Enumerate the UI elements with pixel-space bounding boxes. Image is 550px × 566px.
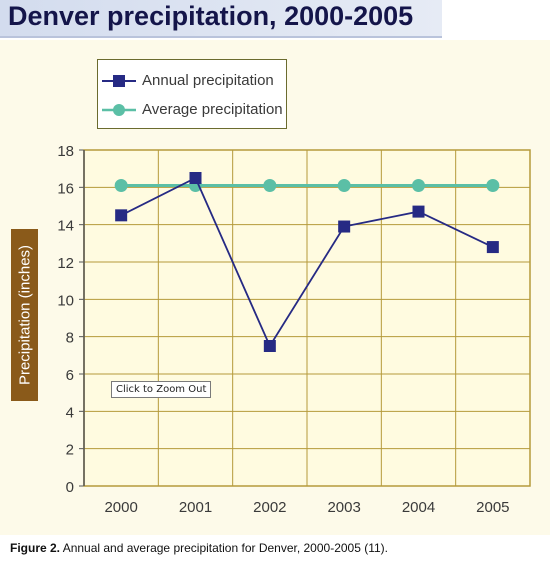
legend-label-average: Average precipitation: [142, 101, 283, 118]
data-point-annual: [338, 220, 351, 233]
caption-label: Figure 2.: [10, 541, 61, 555]
x-tick-label: 2000: [104, 499, 137, 516]
legend-item-annual: Annual precipitation: [98, 69, 286, 93]
title-bar: Denver precipitation, 2000-2005: [0, 0, 442, 38]
data-point-average: [114, 178, 128, 192]
x-tick-label: 2002: [253, 499, 286, 516]
circle-marker-icon: [102, 104, 136, 116]
figure-caption: Figure 2. Annual and average precipitati…: [10, 541, 388, 555]
y-tick-label: 10: [57, 292, 74, 309]
data-point-annual: [412, 205, 425, 218]
y-tick-label: 2: [66, 442, 74, 459]
y-tick-label: 8: [66, 330, 74, 347]
square-marker-icon: [102, 75, 136, 87]
data-point-average: [263, 178, 277, 192]
y-tick-label: 18: [57, 143, 74, 160]
y-tick-label: 0: [66, 479, 74, 496]
data-point-average: [337, 178, 351, 192]
x-tick-label: 2004: [402, 499, 435, 516]
data-point-average: [412, 178, 425, 192]
legend-label-annual: Annual precipitation: [142, 72, 274, 89]
caption-text: Annual and average precipitation for Den…: [62, 541, 389, 555]
data-point-annual: [115, 209, 128, 222]
y-tick-label: 16: [57, 180, 74, 197]
data-point-annual: [486, 241, 499, 254]
x-tick-label: 2001: [179, 499, 212, 516]
series-line-annual: [120, 176, 494, 348]
x-tick-label: 2003: [327, 499, 360, 516]
data-point-annual: [189, 172, 202, 184]
x-tick-label: 2005: [476, 499, 509, 516]
y-tick-label: 6: [66, 367, 74, 384]
data-point-annual: [263, 340, 276, 352]
legend: Annual precipitation Average precipitati…: [97, 59, 287, 129]
y-axis-label-tab: [11, 229, 38, 401]
legend-item-average: Average precipitation: [98, 98, 286, 122]
y-tick-label: 12: [57, 255, 74, 272]
y-tick-label: 4: [66, 404, 74, 421]
data-point-average: [486, 178, 500, 192]
y-tick-label: 14: [57, 218, 74, 235]
zoom-out-button[interactable]: Click to Zoom Out: [111, 381, 212, 398]
page-title: Denver precipitation, 2000-2005: [8, 1, 414, 31]
